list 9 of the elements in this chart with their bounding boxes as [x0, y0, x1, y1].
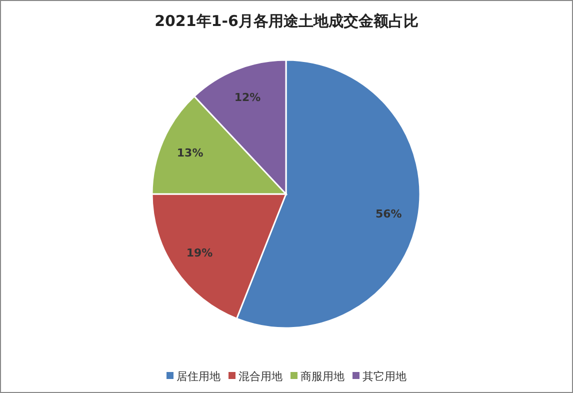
- data-label: 12%: [234, 90, 261, 104]
- data-label: 19%: [186, 246, 213, 260]
- legend-label: 其它用地: [362, 370, 406, 383]
- legend-label: 居住用地: [176, 370, 220, 383]
- legend-label: 混合用地: [238, 370, 282, 383]
- data-label: 13%: [176, 146, 204, 160]
- chart-title: 2021年1-6月各用途土地成交金额占比: [154, 12, 418, 30]
- legend-label: 商服用地: [300, 370, 344, 383]
- data-label: 56%: [375, 208, 402, 221]
